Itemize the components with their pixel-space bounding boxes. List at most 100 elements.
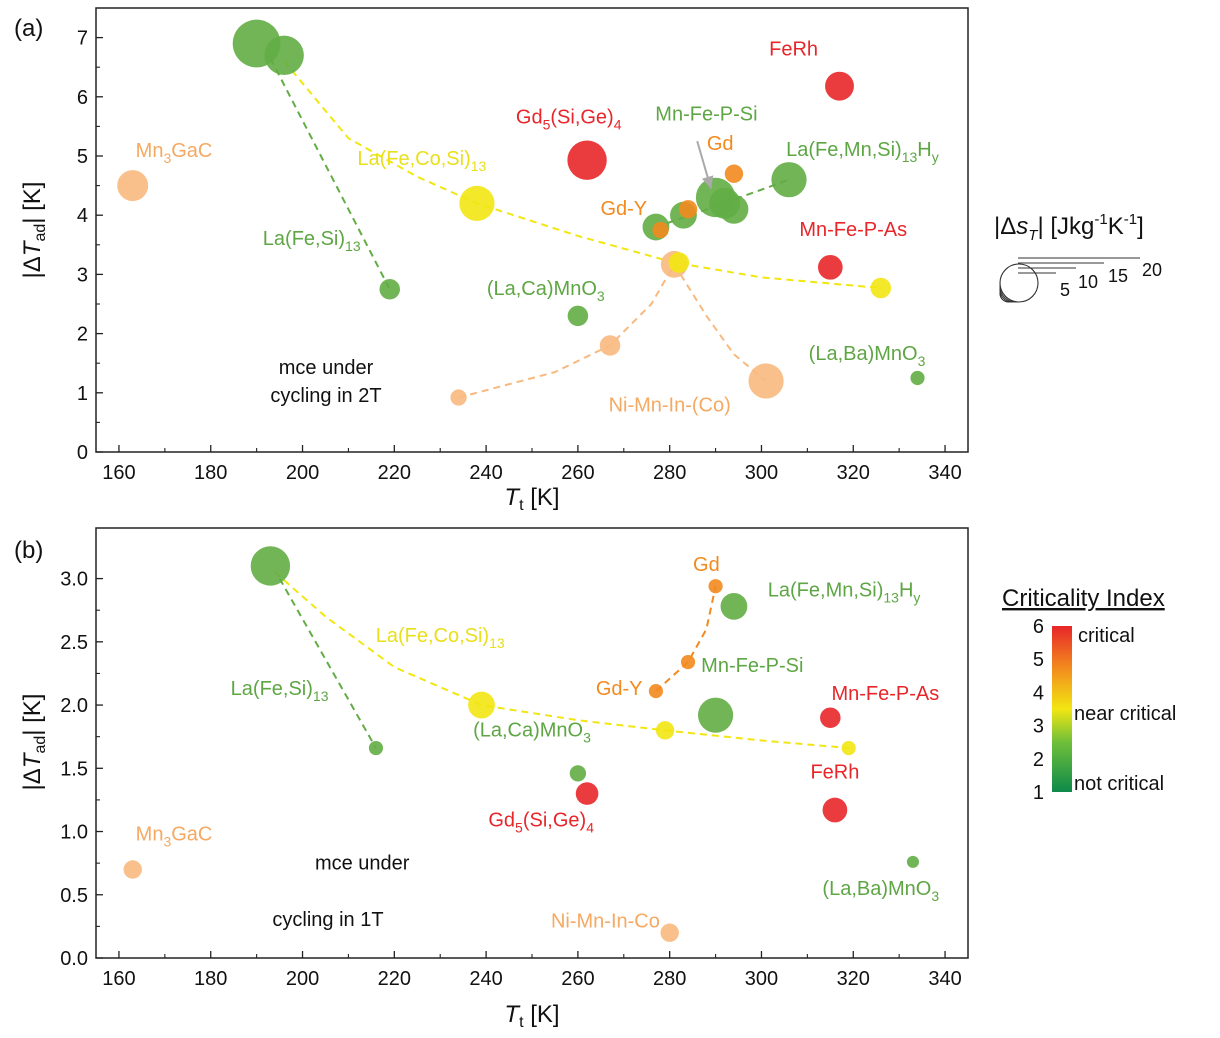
data-point (450, 389, 467, 406)
data-point (599, 335, 621, 356)
x-tick-label: 340 (928, 462, 961, 484)
material-label: Ni-Mn-In-Co (551, 911, 660, 933)
panel-label-a: (a) (14, 15, 43, 42)
material-label: Mn-Fe-P-Si (701, 655, 803, 677)
x-tick-label: 320 (837, 462, 870, 484)
axis-ticks-a: 160 180 200 220 240 260 280 300 320 340 0 1 2 3 4 5 6 7 (77, 28, 962, 484)
y-tick-label: 3.0 (60, 569, 88, 591)
annotation-b-line2: cycling in 1T (272, 909, 383, 931)
material-label: La(Fe,Co,Si)13 (357, 148, 486, 174)
material-label: La(Fe,Si)13 (231, 678, 329, 704)
arrow-head (701, 175, 714, 189)
size-legend-label-10: 10 (1078, 272, 1098, 292)
material-label: Mn-Fe-P-As (831, 683, 939, 705)
data-points-a (117, 19, 925, 406)
criticality-label-not-critical: not critical (1074, 773, 1164, 795)
data-point (817, 254, 843, 280)
x-tick-label: 280 (653, 462, 686, 484)
y-tick-label: 7 (77, 28, 88, 50)
axis-ticks-b: 160 180 200 220 240 260 280 300 320 340 0.0 0.5 1.0 1… (60, 569, 962, 990)
y-tick-label: 0.5 (60, 885, 88, 907)
material-label: (La,Ca)MnO3 (473, 720, 591, 746)
material-label: La(Fe,Mn,Si)13Hy (768, 579, 921, 605)
data-point (569, 765, 587, 782)
material-label: Gd5(Si,Ge)4 (488, 809, 594, 835)
data-point (771, 162, 807, 198)
data-point (697, 697, 734, 733)
x-tick-label: 300 (745, 462, 778, 484)
y-tick-label: 4 (77, 205, 88, 227)
data-point (748, 363, 784, 399)
size-legend: |ΔsT| [Jkg-1K-1] 5 10 15 20 (994, 211, 1162, 303)
criticality-tick-labels: 1 2 3 4 5 6 (1033, 616, 1044, 804)
criticality-tick: 1 (1033, 782, 1044, 804)
data-point (825, 71, 854, 101)
criticality-label-critical: critical (1078, 625, 1135, 647)
size-legend-label-15: 15 (1108, 266, 1128, 286)
x-tick-label: 180 (194, 968, 227, 990)
material-label: (La,Ca)MnO3 (487, 278, 605, 304)
x-tick-label: 160 (102, 462, 135, 484)
x-tick-label: 220 (378, 462, 411, 484)
data-point (822, 797, 848, 823)
data-point (468, 691, 495, 719)
y-axis-label-a: |ΔTad| [K] (19, 182, 49, 279)
trend-line (269, 57, 391, 290)
material-label: La(Fe,Co,Si)13 (376, 625, 505, 651)
data-point (870, 277, 892, 299)
x-tick-label: 180 (194, 462, 227, 484)
data-points-b (123, 546, 919, 942)
data-point (708, 579, 723, 594)
annotation-a-line1: mce under (279, 357, 374, 379)
data-point (567, 140, 607, 180)
material-label: (La,Ba)MnO3 (822, 878, 939, 904)
x-tick-label: 260 (561, 968, 594, 990)
data-point (264, 35, 304, 76)
material-label: Mn3GaC (136, 140, 213, 166)
data-point (720, 593, 748, 620)
data-point (575, 782, 599, 805)
material-label: Mn3GaC (136, 823, 213, 849)
trend-line (673, 263, 767, 382)
data-point (655, 721, 675, 740)
y-tick-label: 0 (77, 442, 88, 464)
x-tick-label: 300 (745, 968, 778, 990)
size-legend-label-5: 5 (1060, 280, 1070, 300)
x-axis-label-b: Tt [K] (504, 1001, 559, 1031)
y-tick-label: 0.0 (60, 948, 88, 970)
y-tick-label: 1.0 (60, 822, 88, 844)
criticality-tick: 6 (1033, 616, 1044, 638)
trend-line (278, 578, 377, 749)
y-tick-label: 2.0 (60, 695, 88, 717)
criticality-tick: 3 (1033, 716, 1044, 738)
y-axis-label-b: |ΔTad| [K] (19, 694, 49, 791)
panel-a: FeRh Gd5(Si,Ge)4 Mn-Fe-P-Si Gd La(Fe,Mn,Si)1… (14, 7, 969, 514)
size-legend-title: |ΔsT| [Jkg-1K-1] (994, 211, 1144, 244)
material-label: Mn-Fe-P-As (799, 219, 907, 241)
criticality-tick: 2 (1033, 749, 1044, 771)
x-tick-label: 260 (561, 462, 594, 484)
data-point (678, 200, 698, 219)
material-label: La(Fe,Mn,Si)13Hy (786, 139, 939, 165)
x-tick-label: 340 (928, 968, 961, 990)
material-label: Gd (693, 554, 720, 576)
data-point (719, 194, 749, 224)
x-tick-label: 240 (469, 462, 502, 484)
material-labels-a: FeRh Gd5(Si,Ge)4 Mn-Fe-P-Si Gd La(Fe,Mn,Si)1… (136, 38, 939, 416)
material-label: Gd5(Si,Ge)4 (516, 106, 622, 132)
data-point (680, 654, 696, 670)
x-tick-label: 220 (378, 968, 411, 990)
x-tick-label: 200 (286, 968, 319, 990)
data-point (910, 370, 925, 386)
data-point (841, 740, 856, 756)
x-axis-label-a: Tt [K] (504, 484, 559, 514)
data-point (117, 170, 149, 202)
criticality-tick: 5 (1033, 649, 1044, 671)
x-tick-label: 240 (469, 968, 502, 990)
data-point (123, 860, 142, 879)
material-label: FeRh (810, 761, 859, 783)
y-tick-label: 2.5 (60, 632, 88, 654)
size-legend-circle (999, 263, 1039, 303)
criticality-colorbar (1052, 626, 1072, 792)
material-label: Gd (707, 133, 734, 155)
